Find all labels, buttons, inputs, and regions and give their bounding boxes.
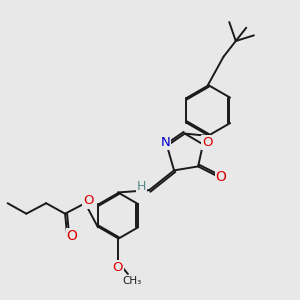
Text: O: O [216,170,226,184]
Text: O: O [112,261,123,274]
Text: O: O [67,229,78,243]
Text: N: N [161,136,170,149]
Text: CH₃: CH₃ [122,276,142,286]
Text: O: O [202,136,212,148]
Text: O: O [83,194,94,208]
Text: H: H [136,180,146,193]
